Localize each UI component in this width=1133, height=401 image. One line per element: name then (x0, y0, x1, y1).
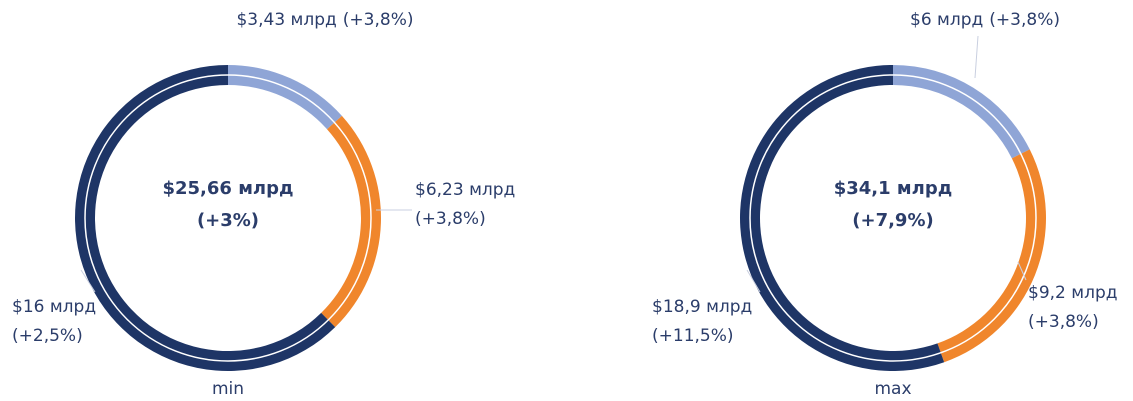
donut-slice (75, 65, 336, 371)
leader-line (80, 269, 96, 293)
total-label: $25,66 млрд (162, 178, 293, 199)
ring-divider (749, 74, 1037, 362)
slice-change: (+3,8%) (989, 10, 1060, 30)
leader-line (746, 269, 761, 293)
slice-change: (+11,5%) (652, 326, 734, 346)
donut-slice (228, 65, 342, 130)
slice-change: (+3,8%) (343, 10, 414, 30)
slice-change: (+3,8%) (1028, 312, 1099, 332)
total-label: $34,1 млрд (834, 178, 953, 199)
slice-value: $6,23 млрд (415, 180, 515, 200)
slice-label: $6 млрд (+3,8%) (910, 10, 1060, 30)
donut-slice (937, 149, 1047, 363)
total-change: (+7,9%) (852, 210, 933, 231)
leader-line (1017, 261, 1027, 281)
slice-value: $3,43 млрд (236, 10, 336, 30)
donut-slice (321, 115, 382, 328)
donut-slice (893, 65, 1030, 159)
total-change: (+3%) (197, 210, 259, 231)
slice-change: (+2,5%) (12, 326, 83, 346)
slice-value: $18,9 млрд (652, 297, 752, 317)
slice-change: (+3,8%) (415, 209, 486, 229)
leader-line (974, 35, 979, 79)
slice-value: $9,2 млрд (1028, 283, 1118, 303)
slice-label: $3,43 млрд (+3,8%) (236, 10, 413, 30)
slice-value: $6 млрд (910, 10, 983, 30)
slice-value: $16 млрд (12, 297, 96, 317)
ring-divider (84, 74, 372, 362)
chart-title: max (874, 379, 911, 399)
chart-title: min (212, 379, 244, 399)
